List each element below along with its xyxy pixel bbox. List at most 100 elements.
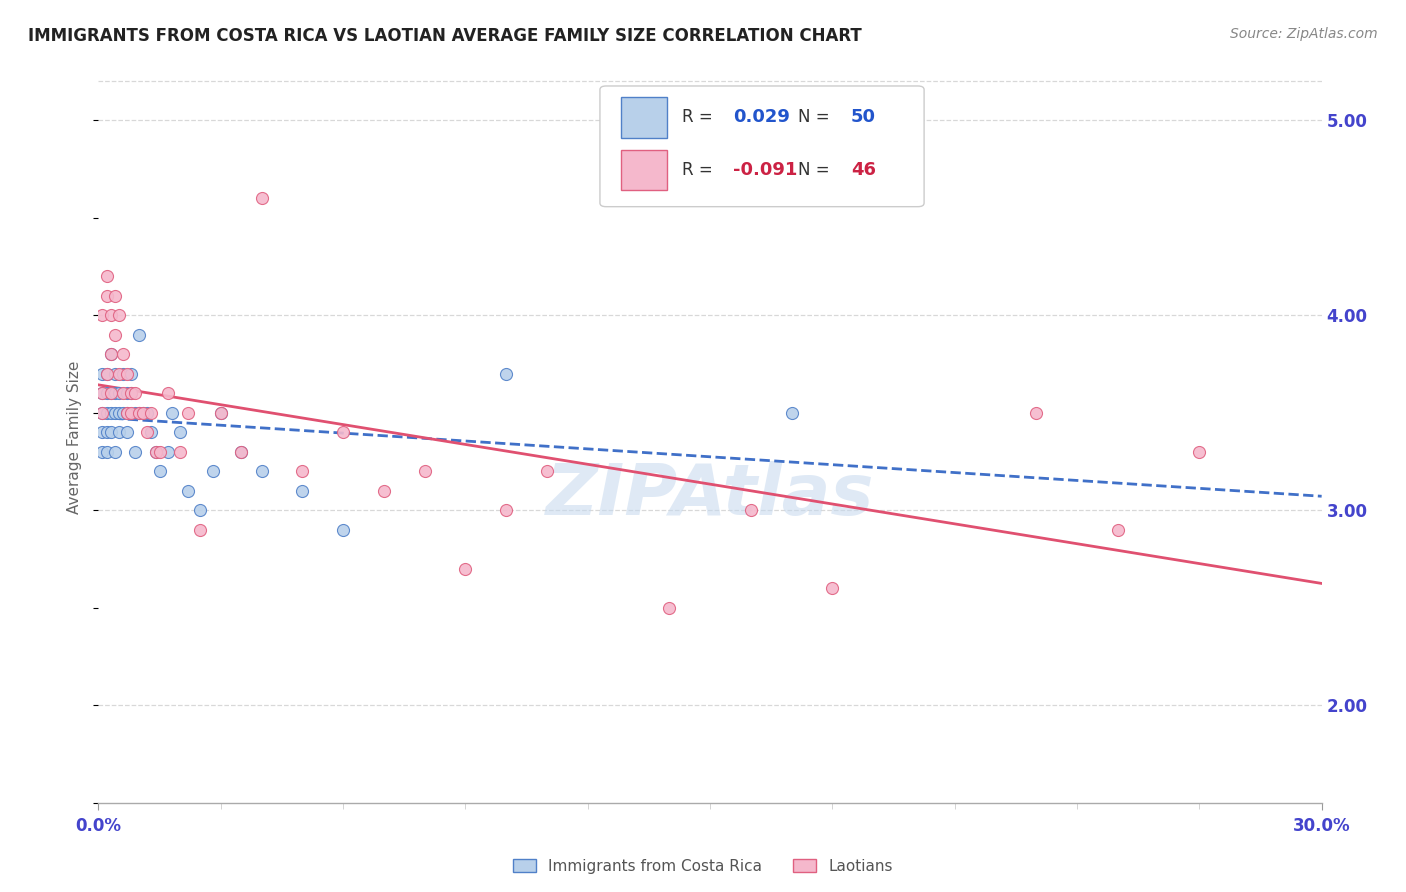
Point [100, 347, 122, 361]
Point [132, 406, 155, 420]
FancyBboxPatch shape [600, 86, 924, 207]
Point [201, 464, 224, 478]
Point [291, 483, 314, 498]
Point [780, 406, 803, 420]
Point [145, 444, 167, 458]
Point [111, 347, 134, 361]
Point [132, 406, 155, 420]
Point [115, 386, 138, 401]
Point [91, 367, 114, 381]
Point [104, 444, 127, 458]
Point [188, 503, 212, 517]
Point [821, 581, 844, 595]
Point [231, 444, 253, 458]
Point [96, 269, 118, 284]
Point [111, 406, 134, 420]
Point [100, 386, 122, 401]
Point [108, 386, 131, 401]
Point [115, 406, 138, 420]
Point [156, 386, 179, 401]
Point [91, 308, 114, 322]
Point [124, 406, 146, 420]
Point [96, 386, 118, 401]
Point [100, 386, 122, 401]
Point [141, 425, 163, 440]
Point [100, 308, 122, 322]
Point [145, 444, 167, 458]
Point [177, 483, 200, 498]
Point [149, 444, 172, 458]
Point [250, 464, 273, 478]
Point [740, 503, 762, 517]
Point [108, 406, 131, 420]
Point [231, 444, 253, 458]
Point [373, 483, 395, 498]
Point [209, 406, 232, 420]
Point [115, 406, 138, 420]
Point [188, 523, 212, 537]
Text: N =: N = [799, 161, 835, 179]
Point [120, 386, 142, 401]
Point [91, 425, 114, 440]
Point [111, 367, 134, 381]
Point [658, 600, 681, 615]
Point [177, 406, 200, 420]
Point [454, 562, 477, 576]
Point [209, 406, 232, 420]
Point [1025, 406, 1047, 420]
Point [495, 503, 517, 517]
Text: R =: R = [682, 109, 718, 127]
Text: -0.091: -0.091 [734, 161, 797, 179]
Point [96, 425, 118, 440]
Point [1107, 523, 1129, 537]
Text: IMMIGRANTS FROM COSTA RICA VS LAOTIAN AVERAGE FAMILY SIZE CORRELATION CHART: IMMIGRANTS FROM COSTA RICA VS LAOTIAN AV… [28, 27, 862, 45]
Point [124, 386, 146, 401]
Point [141, 406, 163, 420]
Point [108, 308, 131, 322]
Text: 46: 46 [851, 161, 876, 179]
Point [104, 367, 127, 381]
Point [91, 406, 114, 420]
Text: Source: ZipAtlas.com: Source: ZipAtlas.com [1230, 27, 1378, 41]
Point [136, 425, 159, 440]
Point [100, 347, 122, 361]
Point [104, 386, 127, 401]
Point [108, 425, 131, 440]
Point [291, 464, 314, 478]
Point [120, 367, 142, 381]
Point [120, 406, 142, 420]
Point [96, 367, 118, 381]
Point [104, 288, 127, 302]
Point [160, 406, 183, 420]
Text: N =: N = [799, 109, 835, 127]
Point [156, 444, 179, 458]
Point [100, 425, 122, 440]
Point [115, 367, 138, 381]
Point [128, 327, 150, 342]
Point [128, 406, 150, 420]
Bar [620, 150, 668, 190]
Legend: Immigrants from Costa Rica, Laotians: Immigrants from Costa Rica, Laotians [508, 853, 898, 880]
Point [332, 523, 354, 537]
Point [96, 288, 118, 302]
Point [100, 406, 122, 420]
Point [104, 406, 127, 420]
Point [91, 386, 114, 401]
Point [536, 464, 558, 478]
Point [128, 406, 150, 420]
Text: 50: 50 [851, 109, 876, 127]
Point [136, 406, 159, 420]
Point [111, 386, 134, 401]
Point [1188, 444, 1211, 458]
Point [96, 406, 118, 420]
Point [413, 464, 436, 478]
Point [169, 425, 191, 440]
Point [108, 367, 131, 381]
Point [91, 444, 114, 458]
Point [91, 406, 114, 420]
Text: R =: R = [682, 161, 718, 179]
Point [169, 444, 191, 458]
Point [91, 386, 114, 401]
Text: ZIPAtlas: ZIPAtlas [546, 461, 875, 530]
Point [104, 327, 127, 342]
